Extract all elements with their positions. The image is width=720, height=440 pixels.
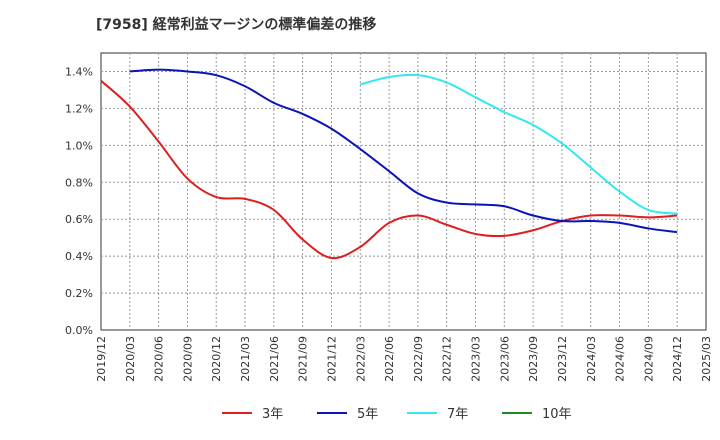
y-tick-label: 0.0% [65, 324, 93, 337]
x-tick-label: 2022/03 [354, 336, 367, 382]
x-tick-label: 2021/09 [297, 336, 310, 382]
series-line-2 [360, 73, 678, 215]
series-lines [100, 68, 678, 260]
x-tick-label: 2024/12 [671, 336, 684, 382]
y-tick-label: 1.2% [65, 102, 93, 115]
chart-title: [7958] 経常利益マージンの標準偏差の推移 [96, 16, 376, 33]
plot-area [100, 52, 707, 331]
x-tick-label: 2023/03 [470, 336, 483, 382]
series-line-1 [129, 68, 678, 234]
grid [100, 52, 707, 331]
series-line-0 [100, 79, 678, 260]
x-tick-label: 2021/03 [239, 336, 252, 382]
x-tick-label: 2022/09 [412, 336, 425, 382]
x-tick-label: 2023/12 [556, 336, 569, 382]
x-tick-label: 2024/06 [614, 336, 627, 382]
x-tick-label: 2019/12 [95, 336, 108, 382]
x-tick-label: 2021/06 [268, 336, 281, 382]
legend-label: 7年 [447, 407, 468, 422]
x-tick-label: 2020/03 [124, 336, 137, 382]
x-tick-label: 2022/12 [441, 336, 454, 382]
x-tick-label: 2025/03 [700, 336, 713, 382]
x-tick-label: 2024/09 [642, 336, 655, 382]
y-tick-label: 0.2% [65, 287, 93, 300]
x-tick-label: 2023/06 [498, 336, 511, 382]
legend: 3年 5年 7年 10年 [222, 407, 572, 422]
x-tick-label: 2023/09 [527, 336, 540, 382]
x-tick-label: 2021/12 [325, 336, 338, 382]
legend-label: 10年 [542, 407, 572, 422]
legend-label: 5年 [357, 407, 378, 422]
y-tick-label: 0.8% [65, 176, 93, 189]
axes: 0.0% 0.2% 0.4% 0.6% 0.8% 1.0% 1.2% 1.4% 2019/12 2… [65, 65, 713, 381]
y-tick-label: 0.4% [65, 250, 93, 263]
y-tick-label: 1.4% [65, 65, 93, 78]
x-tick-label: 2024/03 [585, 336, 598, 382]
x-tick-label: 2020/12 [210, 336, 223, 382]
y-tick-label: 0.6% [65, 213, 93, 226]
x-tick-label: 2022/06 [383, 336, 396, 382]
x-tick-label: 2020/06 [153, 336, 166, 382]
y-tick-label: 1.0% [65, 139, 93, 152]
legend-label: 3年 [262, 407, 283, 422]
x-tick-label: 2020/09 [181, 336, 194, 382]
